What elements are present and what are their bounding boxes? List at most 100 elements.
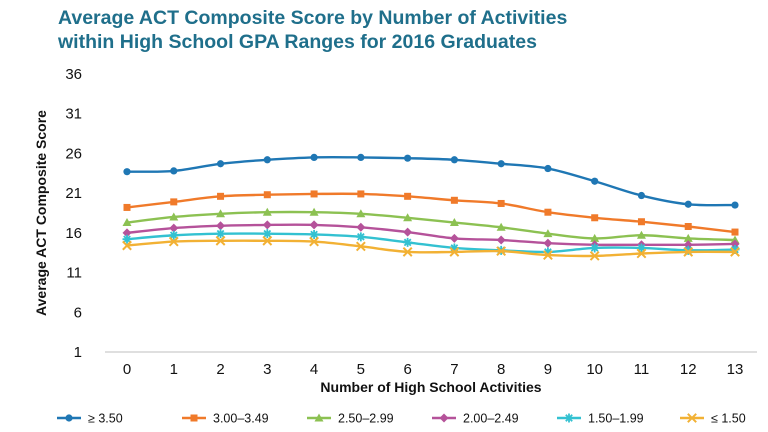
data-point	[309, 229, 319, 239]
data-point	[684, 200, 692, 208]
data-point	[730, 245, 740, 255]
data-point	[169, 230, 179, 240]
x-tick-label: 0	[123, 361, 131, 378]
series-line	[126, 210, 736, 242]
data-point	[263, 191, 271, 199]
data-point	[731, 201, 739, 209]
data-point	[543, 229, 553, 238]
data-point	[684, 223, 692, 231]
data-point	[450, 156, 458, 164]
data-point	[450, 196, 458, 204]
data-point	[404, 154, 412, 162]
chart-title: Average ACT Composite Score by Number of…	[58, 6, 758, 54]
data-point	[168, 236, 179, 247]
data-point	[357, 153, 365, 161]
series-group	[122, 153, 740, 261]
legend-item-5: 1.50–1.99	[557, 412, 644, 426]
legend-item-3: 2.50–2.99	[307, 412, 394, 426]
y-tick-label: 6	[74, 304, 82, 321]
data-point	[590, 243, 600, 253]
data-point	[496, 235, 506, 245]
x-tick-label: 7	[450, 361, 458, 378]
data-point	[356, 232, 366, 242]
data-point	[262, 207, 272, 216]
data-point	[403, 237, 413, 247]
legend-label: 1.50–1.99	[588, 412, 644, 426]
legend-item-1: ≥ 3.50	[57, 412, 123, 426]
legend-marker	[65, 414, 73, 422]
x-tick-label: 11	[634, 361, 650, 378]
series-6	[122, 235, 740, 261]
legend-label: 2.00–2.49	[463, 412, 519, 426]
data-point	[169, 223, 179, 233]
x-tick-label: 5	[357, 361, 365, 378]
data-point	[636, 230, 646, 239]
chart-title-line-2: within High School GPA Ranges for 2016 G…	[58, 31, 537, 53]
chart-title-line-1: Average ACT Composite Score by Number of…	[58, 7, 568, 29]
series-2	[123, 190, 739, 236]
data-point	[122, 234, 132, 244]
data-point	[590, 233, 600, 242]
data-point	[122, 240, 132, 251]
data-point	[543, 247, 553, 257]
series-line	[126, 192, 736, 234]
legend-label: ≥ 3.50	[88, 412, 123, 426]
data-point	[123, 168, 131, 176]
series-5	[122, 229, 740, 257]
legend-marker	[439, 413, 449, 423]
data-point	[637, 191, 646, 200]
data-point	[310, 153, 318, 161]
legend-label: 3.00–3.49	[213, 412, 269, 426]
data-point	[637, 218, 645, 226]
data-point	[262, 229, 272, 239]
data-point	[170, 198, 178, 206]
data-point	[216, 160, 225, 168]
data-point	[263, 156, 271, 164]
x-tick-label: 8	[497, 361, 505, 378]
x-tick-label: 1	[170, 361, 178, 378]
x-tick-label: 9	[544, 361, 552, 378]
x-axis-label: Number of High School Activities	[320, 379, 541, 395]
y-tick-label: 31	[65, 106, 82, 123]
y-tick-label: 21	[65, 185, 82, 202]
data-point	[309, 236, 319, 247]
data-point	[355, 241, 366, 252]
x-tick-label: 6	[403, 361, 411, 378]
data-point	[683, 247, 694, 257]
data-point	[543, 250, 553, 261]
x-axis-ticks: 0 1 2 3 4 5 6 7 8 9 10 11 12 13	[123, 361, 744, 378]
data-point	[497, 160, 505, 168]
data-point	[216, 229, 226, 239]
data-point	[356, 222, 366, 232]
data-point	[123, 203, 131, 211]
data-point	[496, 246, 507, 257]
legend: ≥ 3.50 3.00–3.49 2.50–2.99 2.00–2.49 1.50–1.…	[57, 412, 746, 426]
y-tick-label: 16	[65, 225, 82, 242]
legend-marker	[564, 413, 574, 423]
data-point	[217, 192, 225, 200]
data-point	[683, 245, 693, 255]
data-point	[216, 221, 226, 231]
data-point	[636, 248, 647, 259]
x-tick-label: 10	[586, 361, 603, 378]
data-point	[589, 250, 600, 261]
data-point	[591, 177, 599, 185]
x-tick-label: 4	[310, 361, 318, 378]
x-tick-label: 2	[216, 361, 224, 378]
data-point	[683, 233, 693, 242]
data-point	[309, 207, 319, 216]
series-1	[123, 153, 739, 209]
data-point	[170, 167, 178, 175]
legend-marker	[687, 413, 697, 423]
data-point	[544, 164, 552, 173]
data-point	[497, 199, 505, 207]
data-point	[636, 243, 646, 253]
data-point	[404, 192, 412, 200]
data-point	[449, 247, 460, 257]
data-point	[216, 209, 226, 218]
data-point	[122, 228, 132, 238]
series-line	[126, 239, 736, 258]
data-point	[262, 220, 272, 230]
